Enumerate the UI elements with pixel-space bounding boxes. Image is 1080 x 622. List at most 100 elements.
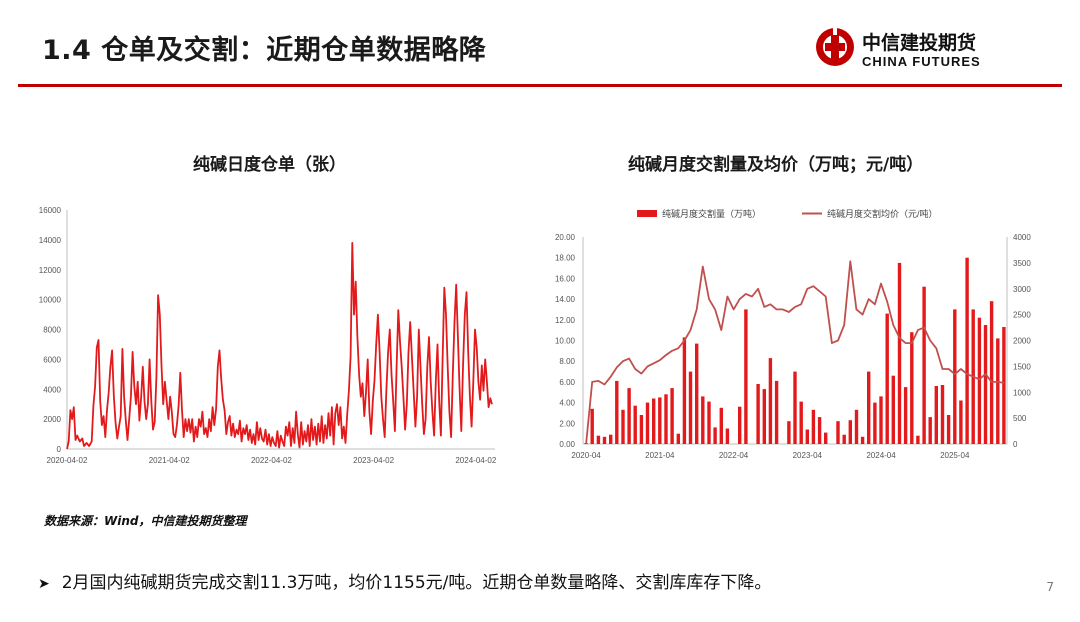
logo-english-name: CHINA FUTURES: [862, 54, 981, 69]
y-tick-label: 16000: [39, 206, 62, 215]
summary-bullet: ➤ 2月国内纯碱期货完成交割11.3万吨，均价1155元/吨。近期仓单数量略降、交…: [38, 568, 771, 593]
y-tick-label: 10000: [39, 296, 62, 305]
x-tick-label: 2021-04-02: [149, 456, 190, 465]
y-tick-label: 10.00: [555, 337, 576, 346]
delivery-volume-bar: [817, 417, 822, 444]
x-tick-label: 2022-04: [719, 451, 749, 460]
x-tick-label: 2024-04: [866, 451, 896, 460]
y-tick-label: 0.00: [559, 440, 575, 449]
delivery-volume-bar: [701, 396, 705, 444]
delivery-volume-bar: [879, 396, 883, 444]
delivery-volume-bar: [848, 420, 852, 444]
delivery-volume-bar: [940, 385, 945, 444]
delivery-volume-bar: [725, 428, 730, 444]
chart2-title: 纯碱月度交割量及均价（万吨；元/吨）: [628, 155, 924, 175]
delivery-volume-bar: [756, 384, 760, 444]
delivery-volume-bar: [719, 407, 723, 444]
delivery-volume-bar: [989, 301, 994, 444]
x-tick-label: 2021-04: [645, 451, 675, 460]
delivery-volume-bar: [953, 309, 957, 444]
y2-tick-label: 1500: [1013, 362, 1031, 371]
y-tick-label: 4000: [43, 385, 61, 394]
delivery-volume-bar: [873, 402, 877, 444]
delivery-volume-bar: [602, 436, 607, 444]
y-tick-label: 6000: [43, 355, 61, 364]
y-tick-label: 12000: [39, 266, 62, 275]
x-tick-label: 2023-04-02: [353, 456, 394, 465]
page-number: 7: [1046, 580, 1054, 594]
delivery-volume-bar: [793, 371, 797, 444]
y-tick-label: 4.00: [559, 399, 575, 408]
delivery-volume-bar: [977, 317, 982, 444]
y-tick-label: 16.00: [555, 274, 576, 283]
x-tick-label: 2025-04: [940, 451, 970, 460]
delivery-volume-bar: [842, 434, 846, 444]
delivery-volume-bar: [891, 375, 895, 444]
logo-name: 中信建投期货: [862, 32, 977, 54]
delivery-volume-bar: [658, 397, 662, 444]
delivery-volume-bar: [670, 388, 674, 444]
delivery-volume-bar: [615, 380, 619, 444]
delivery-volume-bar: [996, 338, 1000, 444]
delivery-volume-bar: [867, 371, 871, 444]
y-tick-label: 2.00: [559, 419, 575, 428]
delivery-volume-bar: [652, 398, 656, 444]
legend-bar-label: 纯碱月度交割量（万吨）: [662, 208, 761, 219]
company-logo: 中信建投期货 CHINA FUTURES: [814, 24, 1004, 74]
delivery-volume-bar: [928, 417, 932, 444]
y2-tick-label: 0: [1013, 440, 1018, 449]
delivery-volume-bar: [799, 401, 803, 444]
delivery-volume-bar: [934, 386, 938, 444]
delivery-volume-bar: [811, 409, 816, 444]
delivery-volume-bar: [664, 394, 668, 444]
legend-line-label: 纯碱月度交割均价（元/吨）: [827, 208, 938, 219]
delivery-volume-bar: [768, 358, 773, 444]
y-tick-label: 8000: [43, 326, 61, 335]
delivery-volume-bar: [688, 371, 693, 444]
monthly-delivery-chart: 0.00 2.00 4.00 6.00 8.00 10.00 12.00 14.00 16.00…: [555, 208, 1031, 460]
source-note: 数据来源：Wind，中信建投期货整理: [44, 514, 247, 528]
delivery-volume-bar: [805, 429, 809, 444]
y-tick-label: 14.00: [555, 295, 576, 304]
summary-text: 2月国内纯碱期货完成交割11.3万吨，均价1155元/吨。近期仓单数量略降、交割…: [61, 573, 772, 593]
x-tick-label: 2022-04-02: [251, 456, 292, 465]
y-tick-label: 12.00: [555, 316, 576, 325]
chart1-title: 纯碱日度仓单（张）: [193, 155, 346, 175]
delivery-volume-bar: [824, 432, 828, 444]
delivery-volume-bar: [916, 435, 920, 444]
y-tick-label: 2000: [43, 415, 61, 424]
delivery-volume-bar: [787, 421, 791, 444]
y-tick-label: 6.00: [559, 378, 575, 387]
y-tick-label: 20.00: [555, 233, 576, 242]
y2-tick-label: 1000: [1013, 388, 1031, 397]
delivery-volume-bar: [682, 337, 687, 444]
delivery-volume-bar: [903, 387, 908, 444]
delivery-volume-bar: [836, 421, 840, 444]
x-tick-label: 2020-04-02: [47, 456, 88, 465]
y2-tick-label: 3500: [1013, 259, 1031, 268]
delivery-volume-bar: [707, 401, 711, 444]
delivery-volume-bar: [713, 427, 717, 444]
delivery-volume-bar: [645, 402, 650, 444]
x-tick-label: 2020-04: [571, 451, 601, 460]
delivery-volume-bar: [854, 409, 859, 444]
daily-warrant-chart: 0 2000 4000 6000 8000 10000 12000 14000 16000 202…: [39, 206, 497, 465]
delivery-volume-bar: [1002, 327, 1006, 444]
delivery-volume-bar: [946, 415, 951, 444]
y-tick-label: 14000: [39, 236, 62, 245]
delivery-volume-bar: [910, 332, 914, 444]
page-title: 1.4 仓单及交割：近期仓单数据略降: [42, 35, 487, 66]
legend-bar-swatch: [637, 210, 657, 217]
delivery-volume-bar: [609, 434, 613, 444]
delivery-volume-bar: [627, 388, 631, 444]
delivery-volume-bar: [596, 435, 601, 444]
delivery-volume-bar: [983, 325, 988, 444]
delivery-volume-bar: [590, 408, 594, 444]
delivery-volume-bar: [959, 400, 963, 444]
delivery-volume-bar: [885, 313, 889, 444]
delivery-volume-bar: [676, 433, 680, 444]
delivery-volume-bar: [738, 406, 742, 444]
x-tick-label: 2023-04: [793, 451, 823, 460]
y-tick-label: 8.00: [559, 357, 575, 366]
warrant-series-line: [66, 242, 493, 450]
